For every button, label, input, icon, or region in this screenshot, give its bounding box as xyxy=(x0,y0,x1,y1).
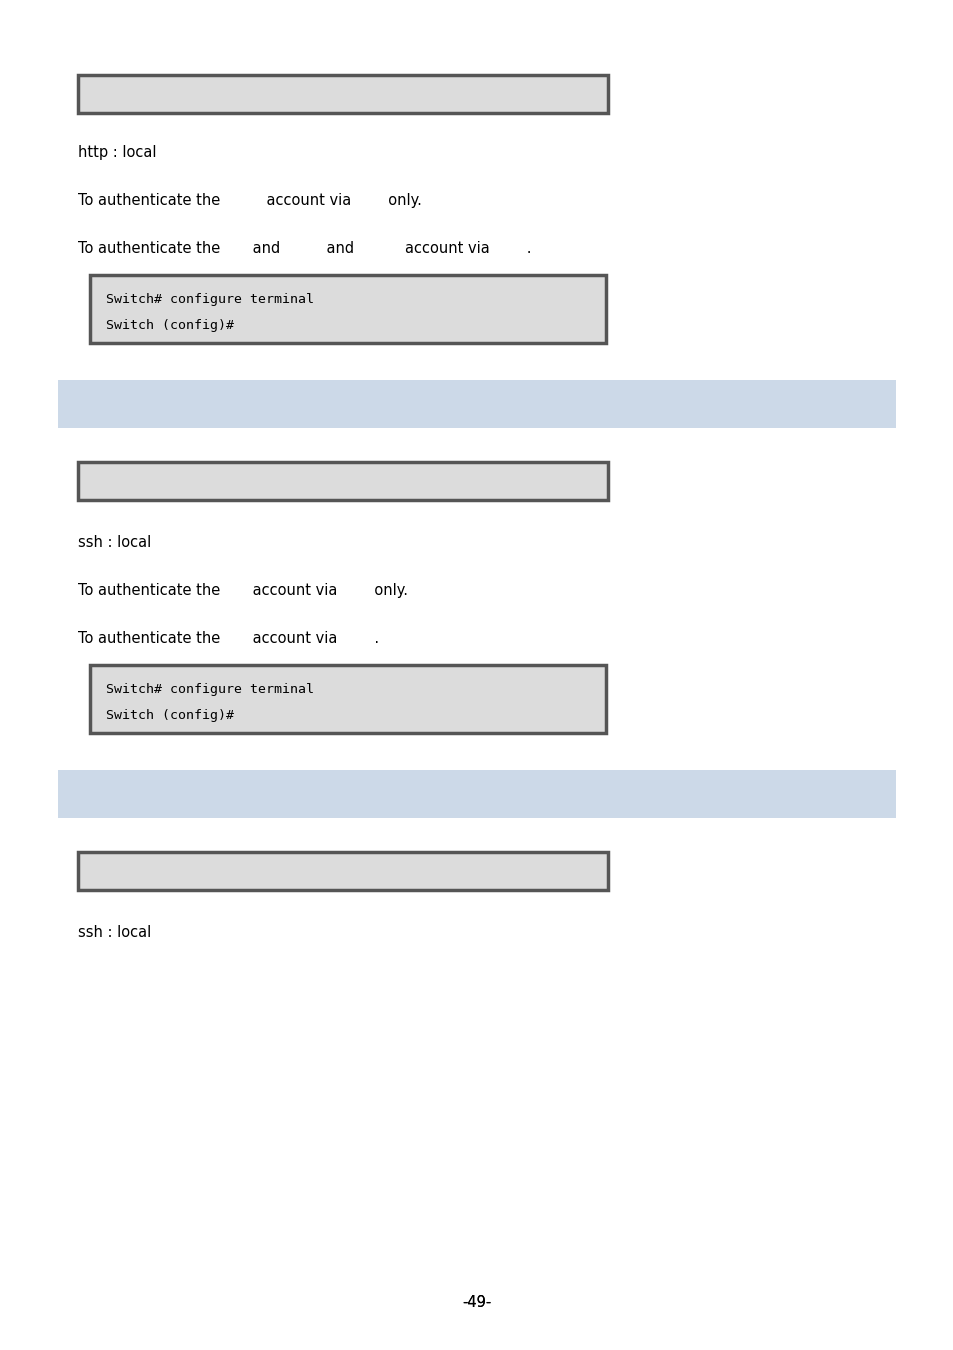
Text: http : local: http : local xyxy=(78,144,156,161)
Text: To authenticate the       account via        .: To authenticate the account via . xyxy=(78,630,378,647)
Bar xyxy=(58,379,895,428)
Text: To authenticate the       and          and           account via        .: To authenticate the and and account via … xyxy=(78,242,531,256)
Bar xyxy=(90,275,605,343)
Text: To authenticate the       account via        only.: To authenticate the account via only. xyxy=(78,583,408,598)
Text: Switch# configure terminal: Switch# configure terminal xyxy=(106,293,314,306)
Text: To authenticate the          account via        only.: To authenticate the account via only. xyxy=(78,193,421,208)
Text: -49-: -49- xyxy=(462,1295,491,1309)
Text: Switch# configure terminal: Switch# configure terminal xyxy=(106,683,314,697)
Bar xyxy=(78,76,607,113)
Bar xyxy=(58,769,895,818)
Bar xyxy=(78,462,607,500)
Bar xyxy=(90,666,605,733)
Text: ssh : local: ssh : local xyxy=(78,535,152,549)
Text: Switch (config)#: Switch (config)# xyxy=(106,319,233,332)
Text: Switch (config)#: Switch (config)# xyxy=(106,709,233,722)
Text: -49-: -49- xyxy=(462,1295,491,1309)
Bar xyxy=(78,852,607,890)
Text: ssh : local: ssh : local xyxy=(78,925,152,940)
